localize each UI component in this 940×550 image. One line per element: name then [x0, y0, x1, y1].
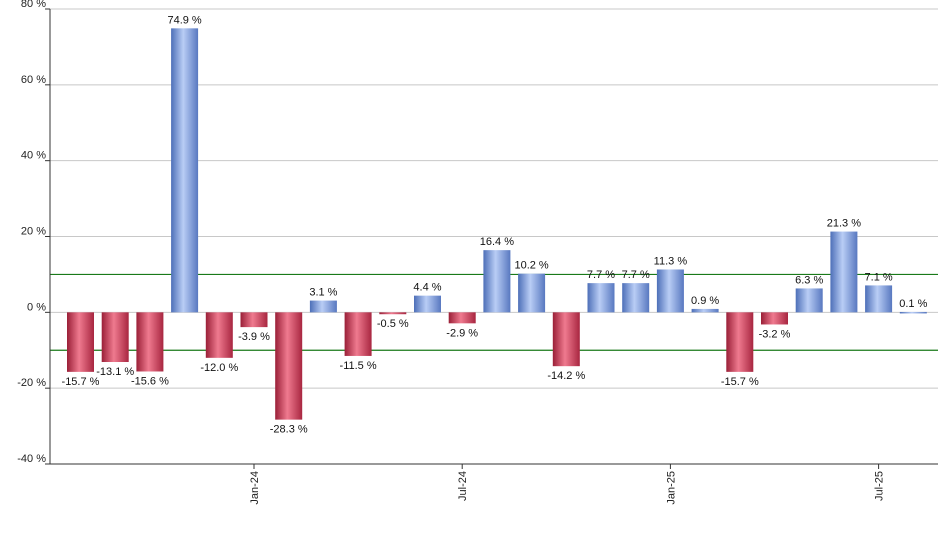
data-label: -14.2 % — [547, 370, 585, 382]
data-label: -11.5 % — [340, 360, 377, 372]
bar — [552, 312, 580, 367]
bar — [205, 312, 233, 358]
data-label: 0.1 % — [899, 298, 927, 310]
data-label: 4.4 % — [413, 282, 441, 294]
bar — [101, 312, 129, 363]
bar — [171, 28, 199, 313]
data-label: -2.9 % — [446, 327, 478, 339]
bar — [379, 312, 407, 315]
bar — [448, 312, 476, 324]
data-label: -0.5 % — [377, 318, 409, 330]
x-tick-label: Jul-24 — [457, 471, 469, 501]
data-labels: -15.7 %-13.1 %-15.6 %74.9 %-12.0 %-3.9 %… — [62, 14, 928, 435]
bar — [899, 311, 927, 314]
bar — [483, 250, 511, 313]
y-tick-label: 80 % — [21, 0, 46, 10]
x-tick-label: Jan-24 — [249, 471, 261, 505]
y-tick-label: 40 % — [21, 150, 46, 162]
y-tick-label: -40 % — [17, 453, 46, 465]
data-label: 6.3 % — [795, 274, 823, 286]
bar — [136, 312, 164, 372]
bar — [414, 295, 441, 313]
bar — [830, 231, 858, 313]
bar — [309, 300, 337, 313]
bar — [865, 285, 893, 313]
y-tick-label: 0 % — [27, 301, 46, 313]
bar — [656, 269, 684, 313]
data-label: 0.9 % — [691, 295, 719, 307]
data-label: -13.1 % — [96, 366, 134, 378]
data-label: 11.3 % — [654, 255, 688, 267]
y-tick-label: -20 % — [17, 377, 46, 389]
bar — [518, 273, 546, 313]
data-label: -3.9 % — [238, 331, 270, 343]
data-label: 21.3 % — [827, 218, 861, 230]
bar — [761, 312, 788, 325]
bar — [587, 283, 615, 313]
bar — [344, 312, 372, 356]
data-label: 7.7 % — [587, 269, 615, 281]
y-tick-label: 20 % — [21, 226, 46, 238]
bar — [726, 312, 754, 372]
bar — [622, 283, 650, 313]
data-label: 16.4 % — [480, 236, 514, 248]
bar — [275, 312, 303, 420]
data-label: 3.1 % — [309, 287, 337, 299]
bars — [67, 28, 927, 420]
data-label: 7.7 % — [622, 269, 650, 281]
data-label: 74.9 % — [167, 14, 201, 26]
data-label: -15.7 % — [62, 376, 100, 388]
data-label: -15.7 % — [721, 376, 759, 388]
bar — [795, 288, 823, 313]
data-label: -3.2 % — [759, 328, 791, 340]
bar — [67, 312, 94, 372]
data-label: -15.6 % — [131, 375, 169, 387]
data-label: -12.0 % — [200, 362, 238, 374]
data-label: 10.2 % — [514, 260, 548, 272]
data-label: 7.1 % — [865, 271, 893, 283]
bar — [691, 308, 719, 313]
y-tick-label: 60 % — [21, 74, 46, 86]
x-tick-label: Jul-25 — [874, 471, 886, 501]
x-tick-label: Jan-25 — [665, 471, 677, 505]
axes: 80 % 60 % 40 % 20 % 0 % -20 % -40 % Jan-24 Jul-2… — [17, 0, 938, 505]
bar — [240, 312, 268, 328]
data-label: -28.3 % — [270, 424, 308, 436]
